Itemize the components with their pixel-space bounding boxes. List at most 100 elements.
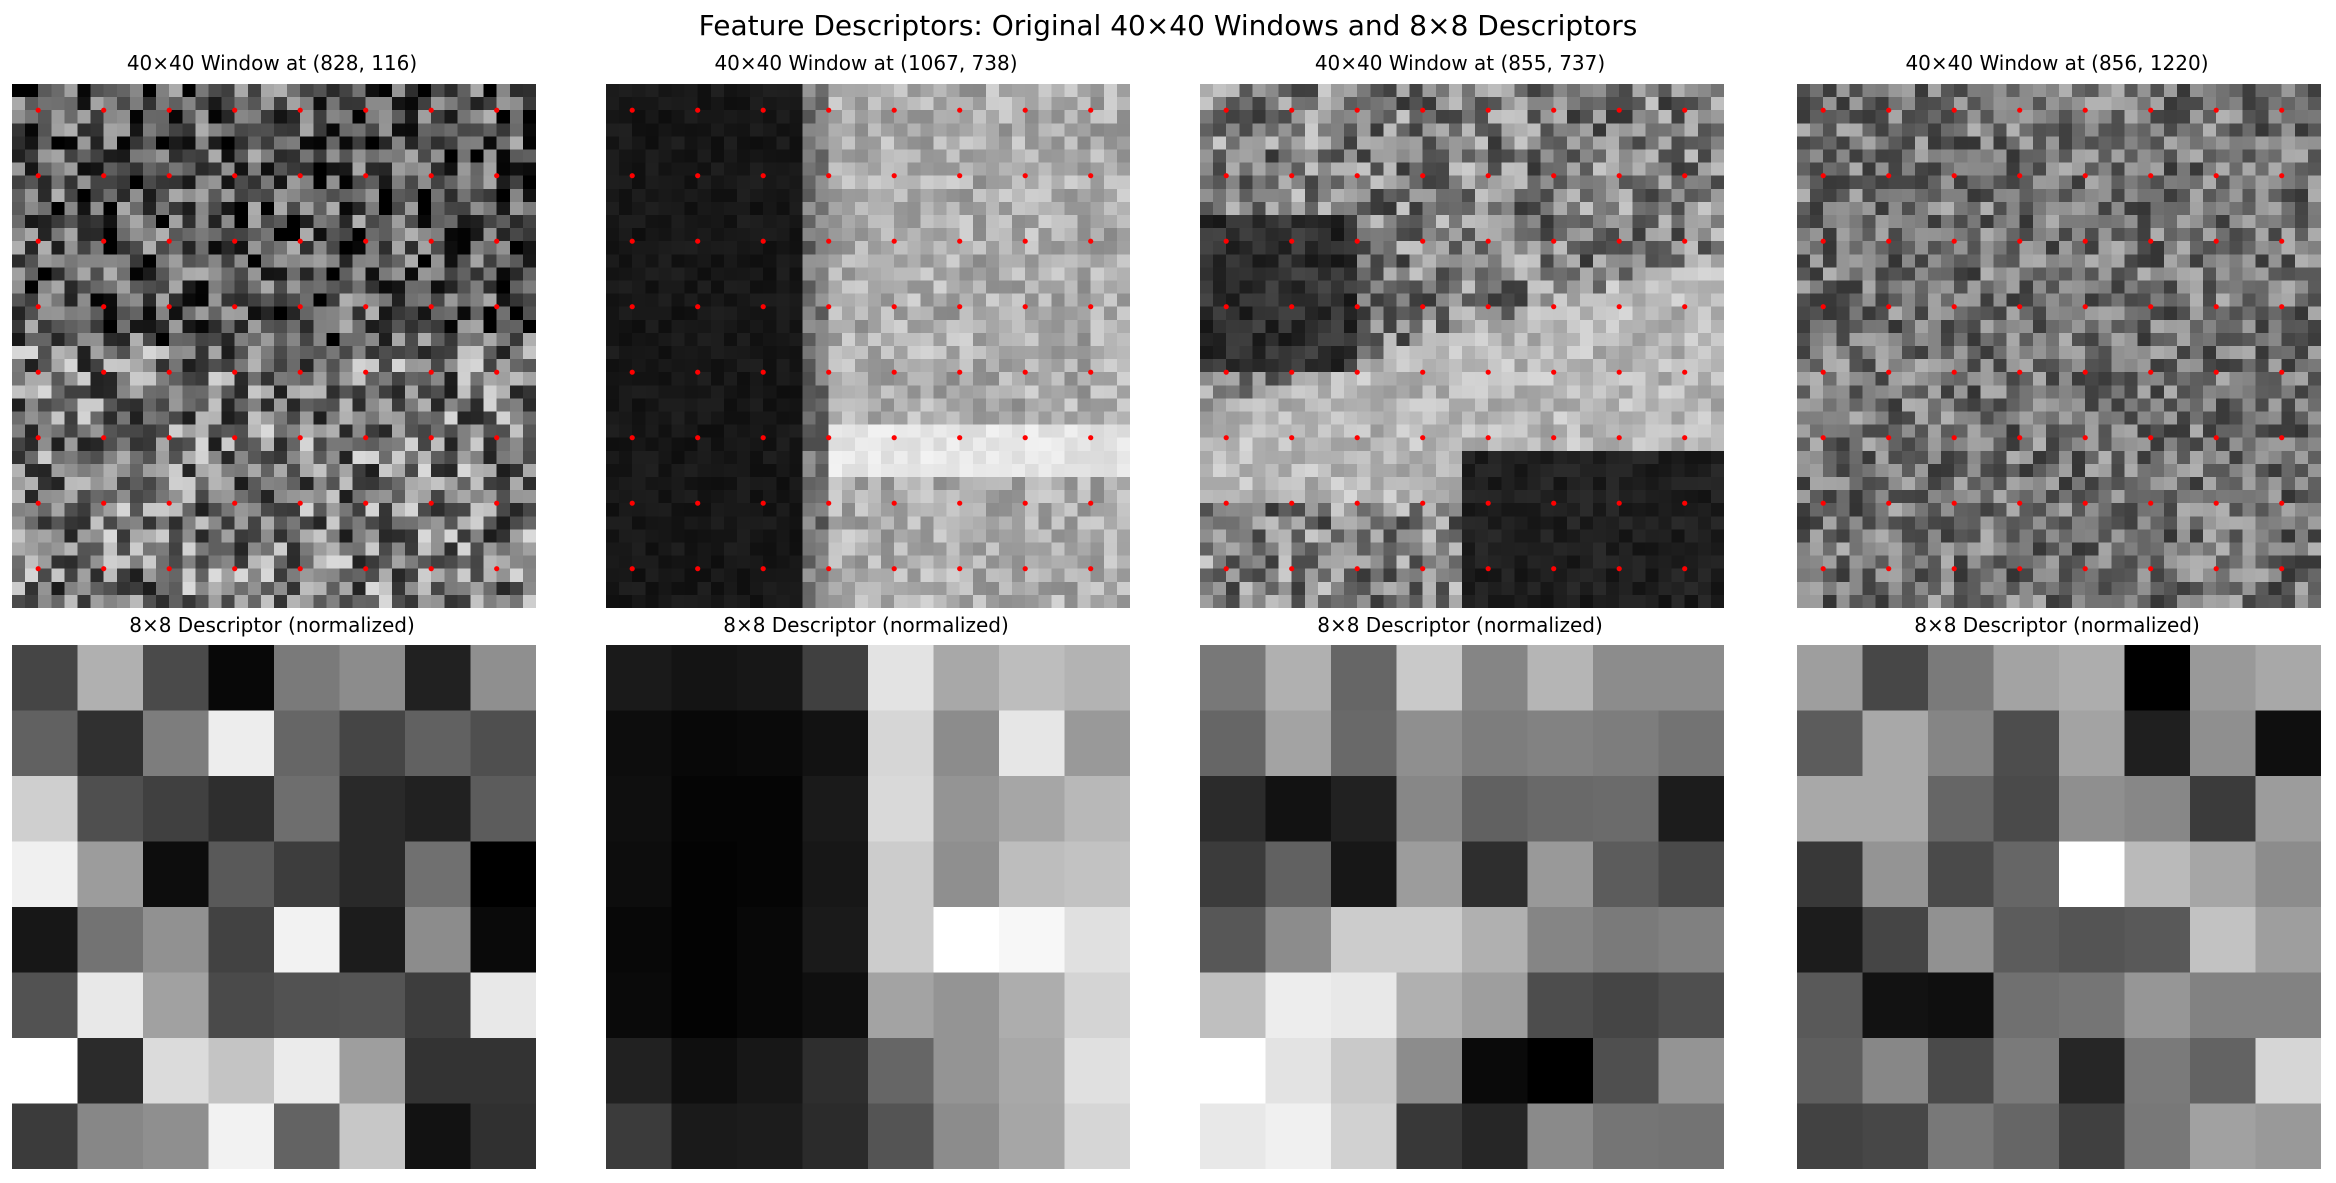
window-pixel — [1064, 516, 1079, 530]
window-pixel — [828, 306, 843, 321]
window-pixel — [933, 267, 948, 281]
window-pixel — [920, 398, 934, 412]
sample-point — [428, 304, 434, 310]
window-pixel — [1077, 568, 1092, 583]
window-pixel — [1527, 175, 1542, 190]
window-pixel — [339, 490, 354, 504]
sample-point — [891, 435, 897, 441]
window-pixel — [103, 188, 118, 203]
window-pixel — [645, 228, 659, 242]
window-pixel — [1501, 398, 1515, 412]
window-pixel — [313, 149, 327, 164]
window-pixel — [1462, 463, 1476, 478]
window-pixel — [1553, 542, 1568, 557]
window-pixel — [1291, 555, 1306, 570]
window-pixel — [483, 542, 498, 557]
window-pixel — [1684, 503, 1699, 517]
window-pixel — [1051, 359, 1065, 373]
sample-point — [363, 107, 369, 113]
window-pixel — [1064, 542, 1079, 557]
window-pixel — [1064, 110, 1079, 124]
window-pixel — [1278, 581, 1293, 596]
window-pixel — [632, 175, 646, 190]
window-pixel — [339, 359, 354, 373]
window-pixel — [300, 398, 314, 412]
window-pixel — [116, 372, 131, 386]
window-pixel — [509, 149, 524, 164]
window-pixel — [51, 411, 65, 426]
window-pixel — [658, 463, 672, 478]
window-pixel — [1566, 175, 1581, 190]
window-pixel — [1475, 136, 1489, 150]
window-pixel — [378, 385, 393, 399]
window-pixel — [352, 516, 367, 530]
window-pixel — [763, 267, 777, 281]
window-pixel — [802, 149, 817, 164]
window-pixel — [1200, 110, 1214, 124]
window-pixel — [710, 477, 725, 491]
window-pixel — [405, 241, 419, 255]
window-pixel — [632, 437, 646, 452]
window-pixel — [907, 84, 921, 98]
sample-point — [101, 500, 107, 506]
window-pixel — [77, 555, 92, 570]
window-pixel — [418, 110, 432, 124]
window-pixel — [1383, 136, 1397, 150]
window-pixel — [391, 450, 406, 465]
window-pixel — [129, 201, 144, 216]
window-pixel — [182, 123, 196, 137]
window-pixel — [1422, 477, 1437, 491]
window-pixel — [854, 555, 869, 570]
window-pixel — [1304, 201, 1319, 216]
window-pixel — [1370, 463, 1384, 478]
window-pixel — [881, 84, 895, 98]
window-pixel — [287, 372, 301, 386]
window-pixel — [1291, 516, 1306, 530]
window-pixel — [1606, 97, 1620, 111]
window-pixel — [90, 136, 105, 150]
window-pixel — [1116, 450, 1130, 465]
window-pixel — [1200, 136, 1214, 150]
window-pixel — [1553, 149, 1568, 164]
window-pixel — [1012, 97, 1026, 111]
window-pixel — [776, 463, 790, 478]
window-pixel — [959, 306, 974, 321]
window-pixel — [1448, 306, 1463, 321]
window-pixel — [300, 372, 314, 386]
window-pixel — [606, 516, 620, 530]
window-pixel — [509, 346, 524, 360]
window-pixel — [710, 542, 725, 557]
window-pixel — [522, 424, 536, 439]
window-pixel — [841, 162, 856, 177]
window-pixel — [195, 568, 209, 583]
window-pixel — [710, 437, 725, 452]
window-pixel — [985, 581, 1000, 596]
window-pixel — [1304, 110, 1319, 124]
sample-point — [1485, 173, 1491, 179]
sample-point — [1022, 500, 1028, 506]
window-pixel — [77, 319, 92, 334]
window-pixel — [881, 149, 895, 164]
window-pixel — [1435, 201, 1450, 216]
window-pixel — [658, 293, 672, 308]
window-pixel — [1077, 463, 1092, 478]
window-pixel — [326, 398, 340, 412]
window-pixel — [1540, 372, 1555, 386]
sample-point — [1682, 304, 1688, 310]
window-pixel — [815, 359, 830, 373]
window-pixel — [1593, 123, 1607, 137]
window-pixel — [1239, 581, 1253, 596]
window-pixel — [1038, 490, 1052, 504]
window-pixel — [509, 215, 524, 229]
window-pixel — [985, 228, 1000, 242]
window-pixel — [522, 84, 536, 98]
window-pixel — [234, 542, 249, 557]
window-pixel — [1593, 149, 1607, 164]
window-pixel — [946, 581, 961, 596]
window-pixel — [64, 555, 78, 570]
window-pixel — [1697, 346, 1712, 360]
window-pixel — [763, 555, 777, 570]
window-pixel — [671, 162, 686, 177]
window-pixel — [1475, 149, 1489, 164]
window-pixel — [64, 594, 78, 608]
